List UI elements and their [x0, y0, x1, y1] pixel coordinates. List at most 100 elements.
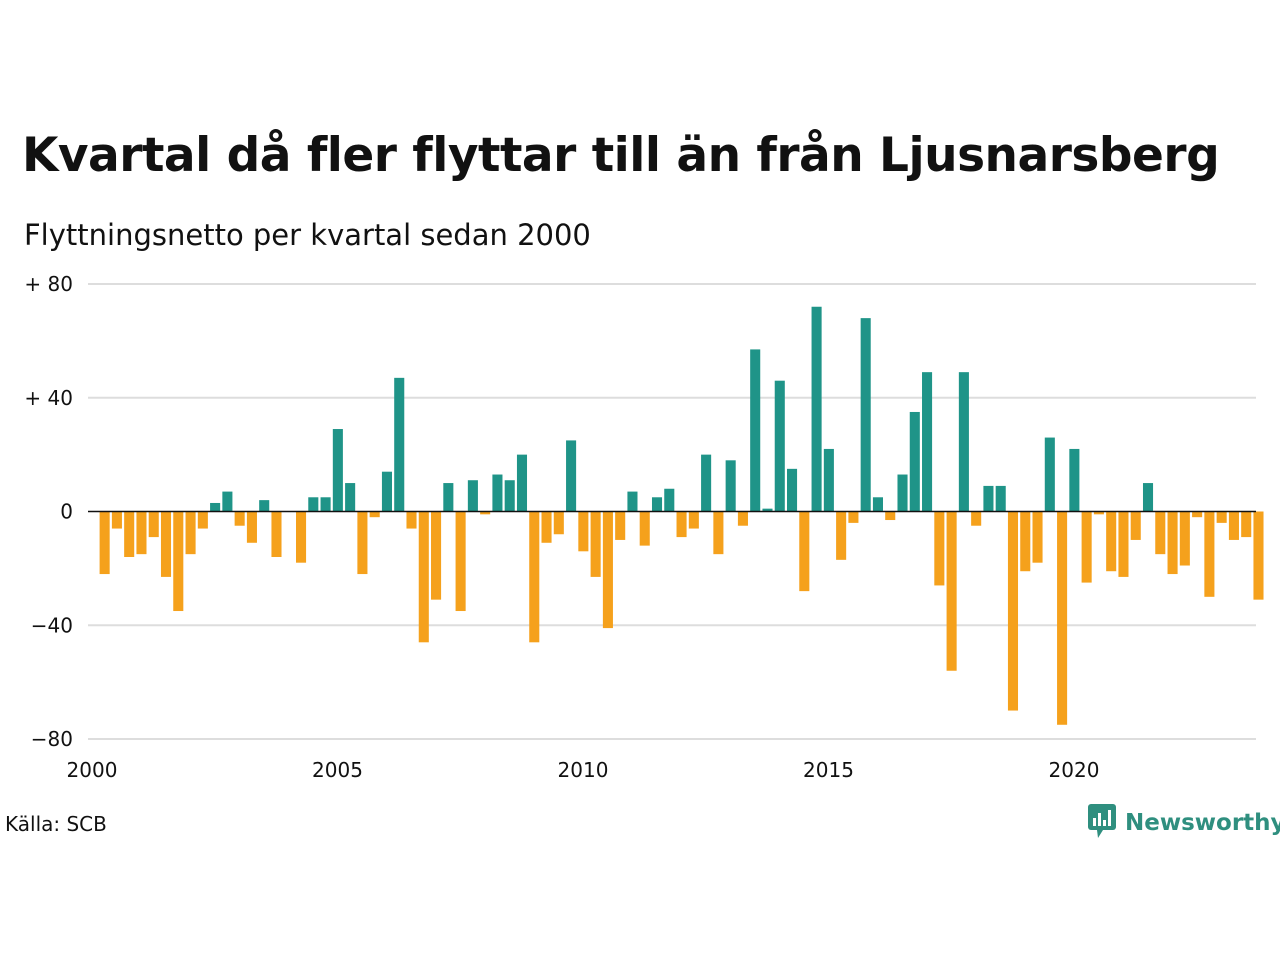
x-axis-ticks: 2000 2005 2010 2015 2020: [67, 758, 1100, 782]
bar: [750, 349, 761, 512]
bar: [480, 511, 491, 515]
x-tick-label: 2000: [67, 758, 118, 782]
bar: [529, 511, 540, 643]
bar: [394, 377, 405, 512]
bar: [1057, 511, 1068, 725]
bar: [541, 511, 552, 543]
bar: [909, 411, 920, 512]
bar: [148, 511, 159, 538]
bar: [443, 483, 454, 512]
bar: [590, 511, 601, 577]
bar: [467, 480, 478, 512]
bar: [1192, 511, 1203, 518]
x-tick-label: 2020: [1049, 758, 1100, 782]
bar: [406, 511, 417, 529]
bar: [872, 497, 883, 512]
bar: [369, 511, 380, 518]
bar: [1204, 511, 1215, 597]
bar: [185, 511, 196, 555]
bar: [971, 511, 982, 526]
bar: [308, 497, 319, 512]
newsworthy-chart-bubble-icon: [1087, 803, 1117, 843]
bar: [99, 511, 110, 575]
bar: [823, 448, 834, 512]
bar: [222, 491, 233, 512]
bar: [836, 511, 847, 560]
bar: [1081, 511, 1092, 583]
bar: [651, 497, 663, 512]
bar: [1179, 511, 1190, 566]
bar: [737, 511, 748, 526]
logo-text: Newsworthy: [1125, 810, 1280, 836]
bar: [1106, 511, 1117, 572]
y-tick-label: + 40: [24, 386, 73, 410]
bar: [1032, 511, 1043, 563]
y-tick-label: 0: [60, 500, 73, 524]
bar: [1167, 511, 1178, 575]
chart-title: Kvartal då fler flyttar till än från Lju…: [22, 128, 1220, 183]
bar: [357, 511, 368, 575]
bar: [934, 511, 945, 586]
bar: [897, 474, 908, 512]
bar: [946, 511, 957, 671]
bar: [688, 511, 699, 529]
bar: [983, 485, 994, 512]
bar: [725, 460, 736, 512]
bar: [639, 511, 650, 546]
bar: [1118, 511, 1129, 577]
bar: [578, 511, 589, 552]
bar: [271, 511, 282, 557]
y-axis-ticks: + 80 + 40 0 −40 −80: [24, 272, 73, 751]
bar: [762, 508, 773, 512]
bar: [124, 511, 135, 557]
bar: [320, 497, 331, 512]
bar: [1253, 511, 1264, 600]
y-tick-label: + 80: [24, 272, 73, 296]
bar: [602, 511, 613, 629]
bar: [246, 511, 257, 543]
bar: [516, 454, 528, 512]
bar: [787, 468, 798, 512]
bar: [1155, 511, 1166, 555]
bar: [345, 483, 356, 512]
chart-subtitle: Flyttningsnetto per kvartal sedan 2000: [24, 218, 591, 252]
bar: [418, 511, 429, 643]
bar: [455, 511, 466, 612]
bar: [1020, 511, 1031, 572]
bar: [922, 372, 933, 512]
bar: [1044, 437, 1055, 512]
y-tick-label: −40: [31, 613, 73, 637]
bar: [1228, 511, 1239, 540]
bar: [197, 511, 208, 529]
bar: [136, 511, 147, 555]
bar: [1142, 483, 1154, 512]
bar: [664, 488, 675, 512]
bar: [566, 440, 577, 512]
bar: [958, 372, 969, 512]
bar: [774, 380, 785, 512]
bar: [701, 454, 712, 512]
bar: [676, 511, 687, 538]
x-tick-label: 2005: [312, 758, 363, 782]
bar: [811, 306, 822, 512]
bar: [160, 511, 172, 577]
bar: [431, 511, 442, 600]
bar: [210, 502, 221, 512]
bar: [1007, 511, 1019, 711]
bar: [492, 474, 503, 512]
bar: [173, 511, 184, 612]
bar: [1216, 511, 1227, 523]
bars: [99, 306, 1264, 725]
bar: [848, 511, 859, 523]
bar: [995, 485, 1006, 512]
bar: [615, 511, 626, 540]
bar: [885, 511, 896, 521]
bar: [713, 511, 724, 555]
bar: [1093, 511, 1104, 515]
bar: [332, 429, 343, 512]
bar: [234, 511, 245, 526]
bar: [553, 511, 564, 535]
bar: [860, 318, 871, 512]
bar: [259, 500, 270, 512]
